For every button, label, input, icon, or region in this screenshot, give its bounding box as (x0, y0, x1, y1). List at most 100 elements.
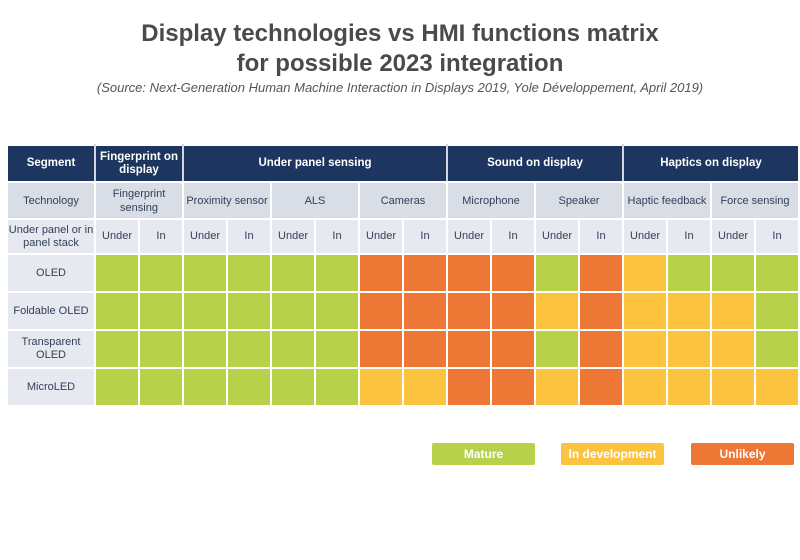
matrix-cell (94, 329, 140, 369)
tech-haptic-feedback: Haptic feedback (622, 181, 712, 220)
matrix-cell (314, 329, 360, 369)
matrix-cell (622, 367, 668, 407)
matrix-cell (226, 253, 272, 293)
legend-unlikely-label: Unlikely (719, 447, 766, 461)
position-in-3: In (402, 218, 448, 255)
matrix-cell (710, 329, 756, 369)
position-in-5: In (578, 218, 624, 255)
matrix-cell (358, 329, 404, 369)
matrix-cell (402, 253, 448, 293)
matrix-cell (358, 291, 404, 331)
segment-fingerprint: Fingerprint on display (94, 144, 184, 183)
position-in-6: In (666, 218, 712, 255)
matrix-cell (578, 253, 624, 293)
matrix-cell (534, 253, 580, 293)
matrix-cell (358, 253, 404, 293)
position-under-4: Under (446, 218, 492, 255)
matrix-cell (226, 329, 272, 369)
matrix-cell (270, 291, 316, 331)
position-under-1: Under (182, 218, 228, 255)
matrix-cell (490, 253, 536, 293)
matrix-cell (666, 291, 712, 331)
matrix-cell (314, 291, 360, 331)
legend-unlikely: Unlikely (691, 443, 794, 465)
matrix-cell (578, 329, 624, 369)
matrix-cell (578, 291, 624, 331)
hmi-matrix: Segment Fingerprint on display Under pan… (6, 144, 800, 407)
matrix-cell (94, 367, 140, 407)
tech-force-sensing: Force sensing (710, 181, 800, 220)
tech-als: ALS (270, 181, 360, 220)
tech-proximity-sensor: Proximity sensor (182, 181, 272, 220)
segment-sound-on-display: Sound on display (446, 144, 624, 183)
matrix-cell (270, 367, 316, 407)
matrix-cell (710, 291, 756, 331)
matrix-cell (446, 291, 492, 331)
position-under-5: Under (534, 218, 580, 255)
matrix-cell (270, 253, 316, 293)
position-in-0: In (138, 218, 184, 255)
position-under-3: Under (358, 218, 404, 255)
matrix-cell (578, 367, 624, 407)
row-label: Transparent OLED (6, 329, 96, 369)
segment-haptics-on-display: Haptics on display (622, 144, 800, 183)
matrix-cell (226, 367, 272, 407)
position-in-4: In (490, 218, 536, 255)
matrix-cell (138, 367, 184, 407)
matrix-cell (94, 253, 140, 293)
matrix-cell (138, 253, 184, 293)
segment-header-label: Segment (6, 144, 96, 183)
position-under-7: Under (710, 218, 756, 255)
segment-under-panel-sensing: Under panel sensing (182, 144, 448, 183)
matrix-cell (710, 253, 756, 293)
matrix-row: Foldable OLED (6, 291, 800, 331)
matrix-cell (182, 329, 228, 369)
matrix-cell (622, 291, 668, 331)
matrix-cell (754, 329, 800, 369)
matrix-cell (754, 367, 800, 407)
matrix-cell (490, 291, 536, 331)
legend-in-development-label: In development (568, 447, 657, 461)
row-label: MicroLED (6, 367, 96, 407)
matrix-cell (534, 291, 580, 331)
matrix-row: MicroLED (6, 367, 800, 407)
position-in-1: In (226, 218, 272, 255)
tech-fingerprint-sensing: Fingerprint sensing (94, 181, 184, 220)
matrix-cell (358, 367, 404, 407)
position-in-2: In (314, 218, 360, 255)
chart-title-line2: for possible 2023 integration (236, 50, 564, 77)
row-label: Foldable OLED (6, 291, 96, 331)
row-label: OLED (6, 253, 96, 293)
matrix-cell (182, 253, 228, 293)
matrix-cell (138, 291, 184, 331)
matrix-cell (490, 367, 536, 407)
matrix-cell (490, 329, 536, 369)
technology-header-label: Technology (6, 181, 96, 220)
matrix-cell (666, 253, 712, 293)
matrix-cell (270, 329, 316, 369)
matrix-cell (446, 329, 492, 369)
matrix-cell (622, 329, 668, 369)
matrix-cell (666, 329, 712, 369)
chart-title-line1: Display technologies vs HMI functions ma… (141, 20, 659, 47)
position-under-2: Under (270, 218, 316, 255)
source-note: (Source: Next-Generation Human Machine I… (96, 80, 704, 95)
matrix-cell (446, 253, 492, 293)
matrix-cell (534, 367, 580, 407)
matrix-row: OLED (6, 253, 800, 293)
matrix-cell (534, 329, 580, 369)
tech-cameras: Cameras (358, 181, 448, 220)
matrix-cell (138, 329, 184, 369)
tech-speaker: Speaker (534, 181, 624, 220)
matrix-cell (402, 291, 448, 331)
matrix-cell (446, 367, 492, 407)
matrix-cell (314, 367, 360, 407)
position-in-7: In (754, 218, 800, 255)
matrix-cell (226, 291, 272, 331)
matrix-cell (94, 291, 140, 331)
matrix-cell (710, 367, 756, 407)
matrix-cell (402, 367, 448, 407)
matrix-cell (402, 329, 448, 369)
legend-in-development: In development (561, 443, 664, 465)
legend-mature: Mature (432, 443, 535, 465)
